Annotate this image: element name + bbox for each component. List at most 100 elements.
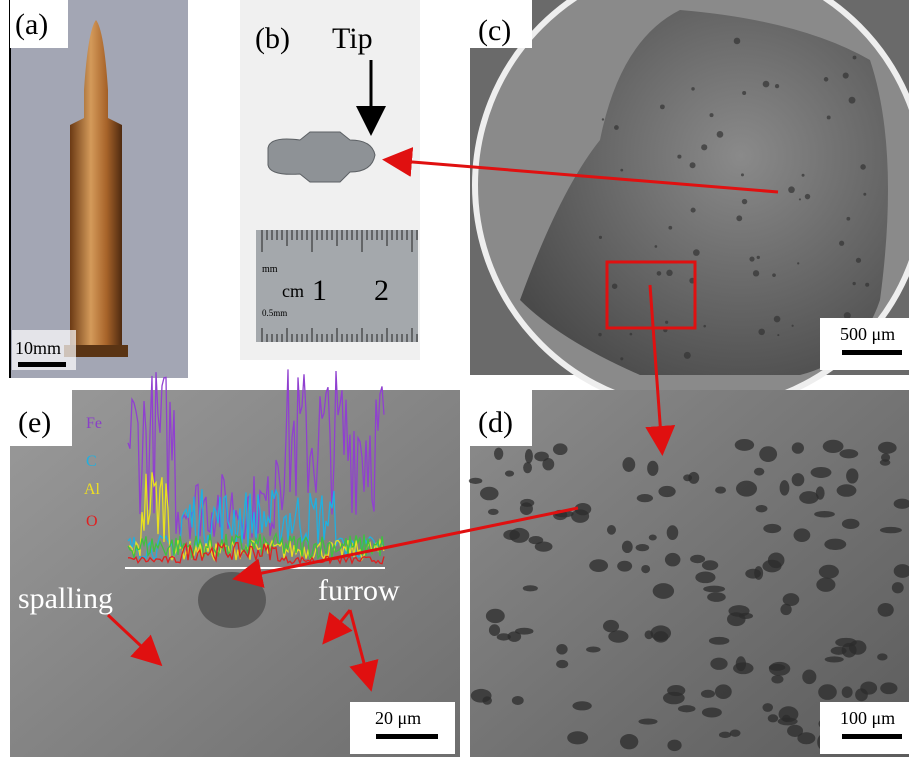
pit <box>892 582 904 593</box>
pit <box>856 258 861 263</box>
scale-bar-label: 10mm <box>15 338 61 358</box>
pit <box>505 471 514 477</box>
pit <box>742 199 747 204</box>
pit <box>736 481 757 497</box>
pit <box>614 125 619 130</box>
pit <box>763 524 781 533</box>
panel-label: (b) <box>255 22 290 55</box>
pit <box>649 534 657 540</box>
pit <box>523 585 538 591</box>
pit <box>645 630 654 639</box>
element-label: C <box>86 453 97 470</box>
pit <box>823 440 844 453</box>
pit <box>878 603 894 617</box>
pit <box>703 325 706 328</box>
pit <box>684 352 691 359</box>
scale-bar <box>18 362 66 367</box>
pit <box>719 732 731 738</box>
pit <box>762 703 773 712</box>
ruler-mark: 1 <box>312 274 327 307</box>
pit <box>598 333 601 336</box>
pit <box>831 647 847 655</box>
pit <box>535 541 553 551</box>
pit <box>471 689 492 703</box>
pit <box>778 717 798 725</box>
pit <box>853 56 857 60</box>
pit <box>775 84 779 88</box>
pit <box>571 509 589 523</box>
pit <box>783 593 800 606</box>
pit <box>660 104 665 109</box>
pit <box>742 91 746 95</box>
ruler-mark: 2 <box>374 274 389 307</box>
pit <box>494 448 503 460</box>
pit <box>665 321 668 324</box>
pit <box>701 690 715 698</box>
pit <box>556 660 568 668</box>
pit <box>523 462 532 473</box>
pit <box>668 226 672 230</box>
pit <box>666 270 672 276</box>
pit <box>799 198 801 200</box>
pit <box>730 730 741 737</box>
pit <box>880 527 902 533</box>
pit <box>794 528 811 542</box>
pit <box>757 256 760 259</box>
pit <box>693 249 700 256</box>
pit <box>792 473 805 486</box>
panel-label: (e) <box>18 406 51 439</box>
pit <box>638 718 657 724</box>
pit <box>739 613 753 619</box>
ruler-unit-top: mm <box>262 264 278 275</box>
pit <box>534 452 549 462</box>
pit <box>620 734 638 749</box>
scale-bar-label: 100 μm <box>840 708 895 728</box>
pit <box>695 572 715 584</box>
pit <box>771 675 783 684</box>
furrow-label: furrow <box>318 574 400 607</box>
pit <box>710 658 727 670</box>
pit <box>816 578 835 592</box>
pit <box>843 72 849 78</box>
ruler-unit: cm <box>282 281 304 301</box>
pit <box>819 565 839 579</box>
pit <box>608 630 628 642</box>
panel-label: (d) <box>478 406 513 439</box>
pit <box>758 329 765 336</box>
pit <box>741 173 744 176</box>
pit <box>736 656 746 671</box>
pit <box>846 217 850 221</box>
pit <box>515 628 533 635</box>
panel-a: (a) 10mm <box>10 0 188 378</box>
pit <box>788 186 795 193</box>
pit <box>846 468 858 483</box>
ruler-unit-bottom: 0.5mm <box>262 308 287 318</box>
pit <box>512 696 524 705</box>
pit <box>769 664 785 671</box>
pit <box>709 637 730 645</box>
scale-bar-label: 500 μm <box>840 324 895 344</box>
pit <box>667 525 679 540</box>
pit <box>488 509 499 515</box>
pit <box>777 334 779 336</box>
pit <box>653 583 674 599</box>
pit <box>480 487 499 501</box>
tip-label: Tip <box>332 22 373 55</box>
panel-b: (b) Tip mm cm 1 2 0.5mm <box>240 0 420 360</box>
pit <box>690 162 696 168</box>
pit <box>630 333 633 336</box>
element-label: O <box>86 513 98 530</box>
pit <box>617 561 632 572</box>
pit <box>749 256 754 261</box>
pit <box>520 502 533 515</box>
pit <box>768 714 778 722</box>
pit <box>824 77 829 82</box>
spalling-label: spalling <box>18 582 113 615</box>
pit <box>567 731 588 744</box>
pit <box>774 316 781 323</box>
pit <box>553 443 568 455</box>
pit <box>717 131 724 138</box>
pit <box>756 505 768 512</box>
pit <box>707 592 726 602</box>
pit <box>586 646 601 652</box>
